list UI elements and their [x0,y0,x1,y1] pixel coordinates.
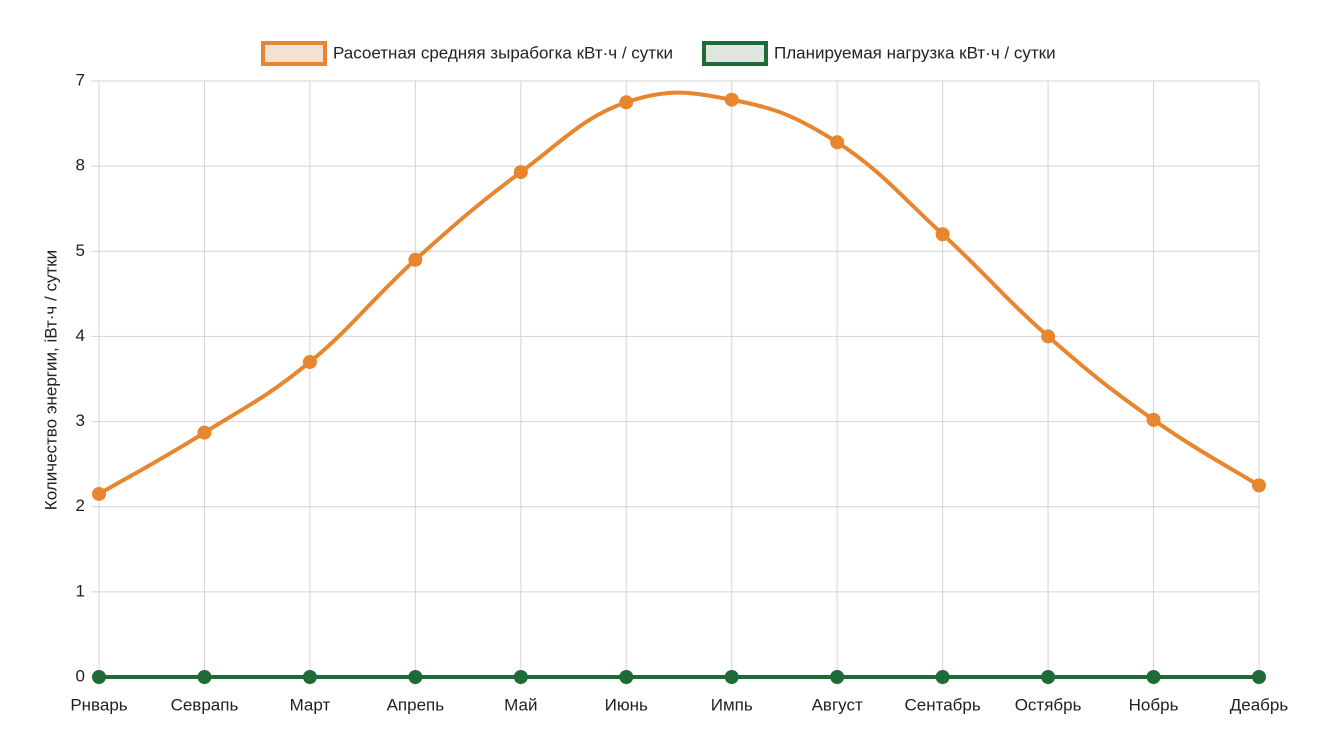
y-tick-label: 4 [76,326,85,345]
data-point [619,670,634,684]
legend-swatch [261,41,327,66]
x-tick-label: Импь [711,695,753,714]
data-point [408,670,423,684]
x-tick-label: Июнь [605,695,648,714]
data-point [619,95,634,110]
x-tick-label: Нобрь [1129,695,1179,714]
data-point [935,670,950,684]
data-point [830,670,845,684]
data-point [92,486,106,501]
y-tick-label: 3 [76,411,85,430]
data-point [1146,670,1161,684]
data-point [1041,329,1056,344]
x-tick-label: Рнварь [70,695,127,714]
x-tick-label: Март [290,695,331,714]
data-line [97,90,1261,496]
data-point [513,165,528,180]
data-point [1041,670,1056,684]
data-point [1146,412,1161,427]
data-point [513,670,528,684]
data-point [197,425,212,440]
y-tick-label: 7 [76,70,85,89]
y-tick-label: 2 [76,496,85,515]
x-tick-label: Остябрь [1015,695,1082,714]
data-point [302,670,317,684]
y-axis-title: Количество энергии, іВт·ч / сутки [41,250,60,510]
data-point [830,135,845,150]
x-tick-label: Май [504,695,537,714]
y-tick-label: 0 [76,666,85,685]
x-tick-label: Сентабрь [905,695,981,714]
data-point [724,670,739,684]
x-tick-label: Август [812,695,863,714]
data-point [935,227,950,242]
data-point [408,252,423,267]
x-tick-label: Севрапь [171,695,239,714]
data-point [302,354,317,369]
legend-label: Расоетная средняя зырабогка кВт·ч / сутк… [333,43,673,62]
data-point [197,670,212,684]
data-point [724,92,739,107]
x-tick-label: Деабрь [1230,695,1289,714]
legend-swatch [702,41,768,66]
data-point [1252,670,1266,684]
y-tick-label: 1 [76,581,85,600]
y-tick-label: 5 [76,241,85,260]
data-point [92,670,106,684]
y-tick-label: 8 [76,156,85,175]
x-tick-label: Апрепь [387,695,445,714]
legend-label: Планируемая нагрузка кВт·ч / сутки [774,43,1056,62]
data-point [1252,478,1266,493]
